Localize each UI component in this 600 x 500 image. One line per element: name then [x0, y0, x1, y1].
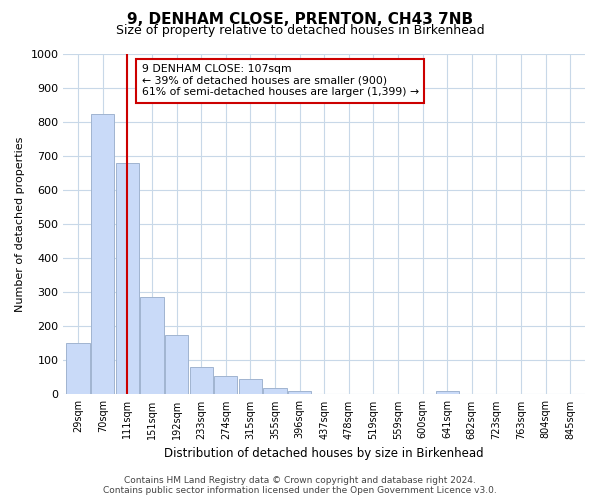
Text: Size of property relative to detached houses in Birkenhead: Size of property relative to detached ho…	[116, 24, 484, 37]
Bar	[263, 388, 287, 394]
Bar	[165, 335, 188, 394]
Bar	[214, 376, 238, 394]
X-axis label: Distribution of detached houses by size in Birkenhead: Distribution of detached houses by size …	[164, 447, 484, 460]
Bar	[288, 391, 311, 394]
Bar	[436, 391, 459, 394]
Text: Contains HM Land Registry data © Crown copyright and database right 2024.
Contai: Contains HM Land Registry data © Crown c…	[103, 476, 497, 495]
Bar	[116, 163, 139, 394]
Text: 9 DENHAM CLOSE: 107sqm
← 39% of detached houses are smaller (900)
61% of semi-de: 9 DENHAM CLOSE: 107sqm ← 39% of detached…	[142, 64, 419, 98]
Bar	[190, 367, 213, 394]
Bar	[91, 114, 115, 394]
Bar	[239, 379, 262, 394]
Bar	[67, 344, 90, 394]
Y-axis label: Number of detached properties: Number of detached properties	[15, 136, 25, 312]
Bar	[140, 298, 164, 394]
Text: 9, DENHAM CLOSE, PRENTON, CH43 7NB: 9, DENHAM CLOSE, PRENTON, CH43 7NB	[127, 12, 473, 28]
